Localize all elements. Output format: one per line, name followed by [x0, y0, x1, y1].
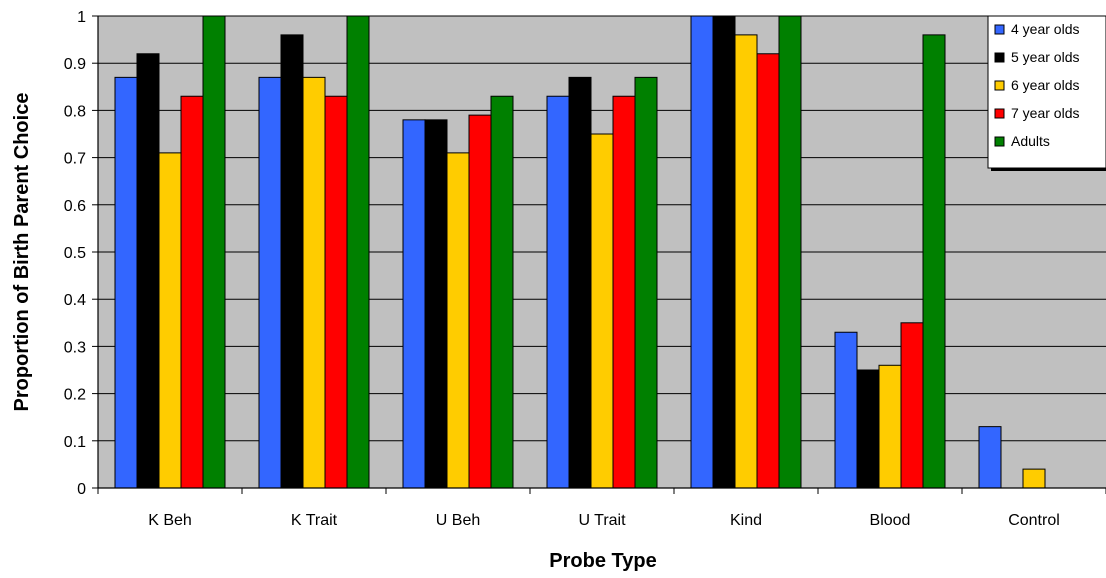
bar — [258, 76, 282, 489]
bar — [568, 76, 592, 489]
x-tick-label: Blood — [870, 512, 911, 529]
bar — [346, 15, 370, 489]
y-tick-label: 1 — [77, 9, 86, 26]
x-tick-label: U Beh — [436, 512, 480, 529]
bar — [734, 34, 758, 489]
x-tick-label: Control — [1008, 512, 1060, 529]
bar — [302, 76, 326, 489]
axes — [92, 15, 1106, 494]
legend-swatch — [994, 136, 1005, 147]
bar — [490, 95, 514, 489]
bar — [922, 34, 946, 489]
y-tick-label: 0 — [77, 481, 86, 498]
bar — [158, 152, 182, 489]
bar — [424, 119, 448, 489]
bar — [114, 76, 138, 489]
y-axis-title: Proportion of Birth Parent Choice — [11, 93, 33, 412]
y-tick-label: 0.6 — [64, 198, 86, 215]
bar — [634, 76, 658, 489]
bar — [546, 95, 570, 489]
y-tick-label: 0.3 — [64, 339, 86, 356]
legend-swatch — [994, 80, 1005, 91]
x-tick-label: K Beh — [148, 512, 192, 529]
bar — [690, 15, 714, 489]
y-tick-label: 0.9 — [64, 56, 86, 73]
legend: 4 year olds 5 year olds 6 year olds 7 year … — [987, 15, 1106, 171]
x-tick-label: K Trait — [291, 512, 338, 529]
legend-box — [987, 15, 1106, 169]
y-tick-label: 0.7 — [64, 151, 86, 168]
bar — [324, 95, 348, 489]
legend-swatch — [994, 108, 1005, 119]
y-tick-label: 0.8 — [64, 103, 86, 120]
legend-swatch — [994, 24, 1005, 35]
bar — [280, 34, 304, 489]
bar — [612, 95, 636, 489]
y-tick-label: 0.2 — [64, 387, 86, 404]
legend-label: 7 year olds — [1011, 105, 1079, 121]
y-tick-label: 0.5 — [64, 245, 86, 262]
x-tick-labels: K Beh K Trait U Beh U Trait Kind Blood Control — [148, 512, 1060, 529]
legend-swatch — [994, 52, 1005, 63]
x-tick-label: U Trait — [578, 512, 626, 529]
legend-label: 5 year olds — [1011, 49, 1079, 65]
bar — [712, 15, 736, 489]
bar — [180, 95, 204, 489]
bar — [202, 15, 226, 489]
bar — [834, 331, 858, 489]
legend-label: 4 year olds — [1011, 21, 1079, 37]
bar — [900, 322, 924, 489]
bar — [856, 369, 880, 489]
bar — [1022, 468, 1046, 489]
bar — [446, 152, 470, 489]
bar — [978, 426, 1002, 489]
bar — [468, 114, 492, 489]
bar — [136, 53, 160, 489]
bar — [756, 53, 780, 489]
y-tick-label: 0.1 — [64, 434, 86, 451]
bars — [114, 15, 1046, 489]
legend-label: 6 year olds — [1011, 77, 1079, 93]
bar — [778, 15, 802, 489]
bar — [402, 119, 426, 489]
x-axis-title: Probe Type — [549, 550, 656, 572]
legend-label: Adults — [1011, 133, 1050, 149]
y-tick-labels: 0 0.1 0.2 0.3 0.4 0.5 0.6 0.7 0.8 0.9 1 — [64, 9, 86, 498]
y-tick-label: 0.4 — [64, 292, 86, 309]
x-tick-label: Kind — [730, 512, 762, 529]
bar — [590, 133, 614, 489]
bar — [878, 364, 902, 489]
